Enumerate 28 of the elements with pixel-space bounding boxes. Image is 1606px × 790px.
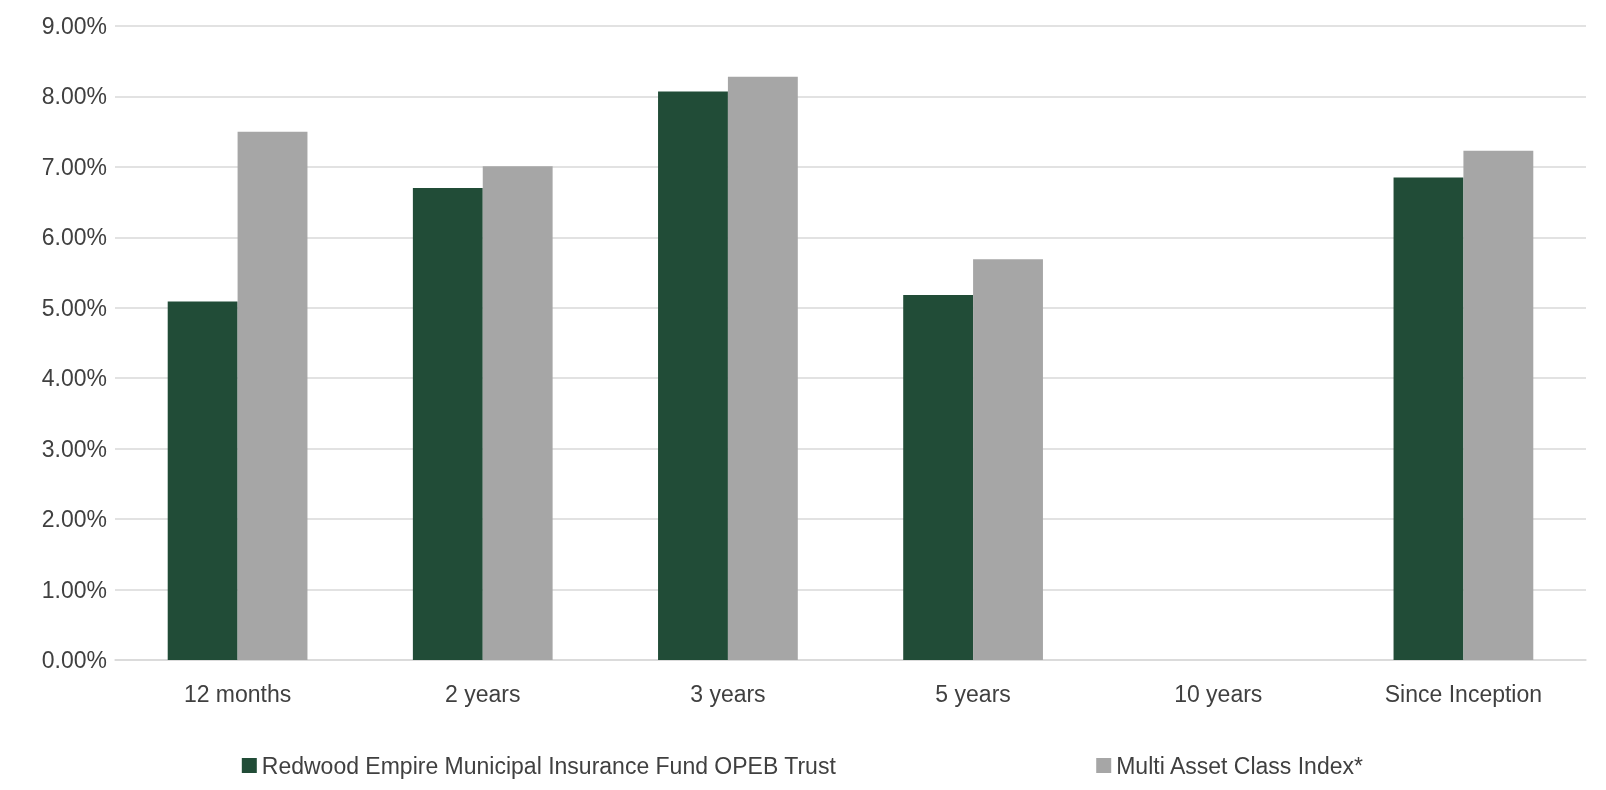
- bar: [727, 76, 798, 660]
- legend-label: Redwood Empire Municipal Insurance Fund OPEB Trust: [261, 752, 837, 779]
- bar: [167, 301, 238, 660]
- y-tick-label: 7.00%: [41, 153, 107, 180]
- y-tick-label: 5.00%: [41, 294, 107, 321]
- y-tick-label: 8.00%: [41, 83, 107, 110]
- bar: [658, 91, 728, 660]
- bar: [903, 295, 974, 660]
- bar: [412, 188, 483, 660]
- y-tick-label: 6.00%: [41, 224, 107, 251]
- bar: [1463, 150, 1534, 660]
- y-tick-label: 3.00%: [41, 435, 107, 462]
- x-tick-label: 3 years: [690, 680, 766, 707]
- x-tick-label: 10 years: [1174, 680, 1263, 707]
- x-tick-label: 5 years: [935, 680, 1011, 707]
- bar: [1393, 177, 1464, 660]
- y-tick-label: 2.00%: [41, 506, 107, 533]
- bar: [482, 166, 553, 660]
- x-tick-label: 12 months: [183, 680, 292, 707]
- bar: [973, 259, 1043, 660]
- bar: [237, 131, 308, 660]
- y-tick-label: 0.00%: [41, 647, 107, 673]
- y-tick-label: 9.00%: [41, 13, 107, 39]
- x-tick-label: 2 years: [445, 680, 521, 707]
- legend-label: Multi Asset Class Index*: [1116, 752, 1363, 779]
- x-tick-label: Since Inception: [1384, 680, 1543, 707]
- y-tick-label: 1.00%: [41, 576, 107, 603]
- y-tick-label: 4.00%: [41, 365, 107, 392]
